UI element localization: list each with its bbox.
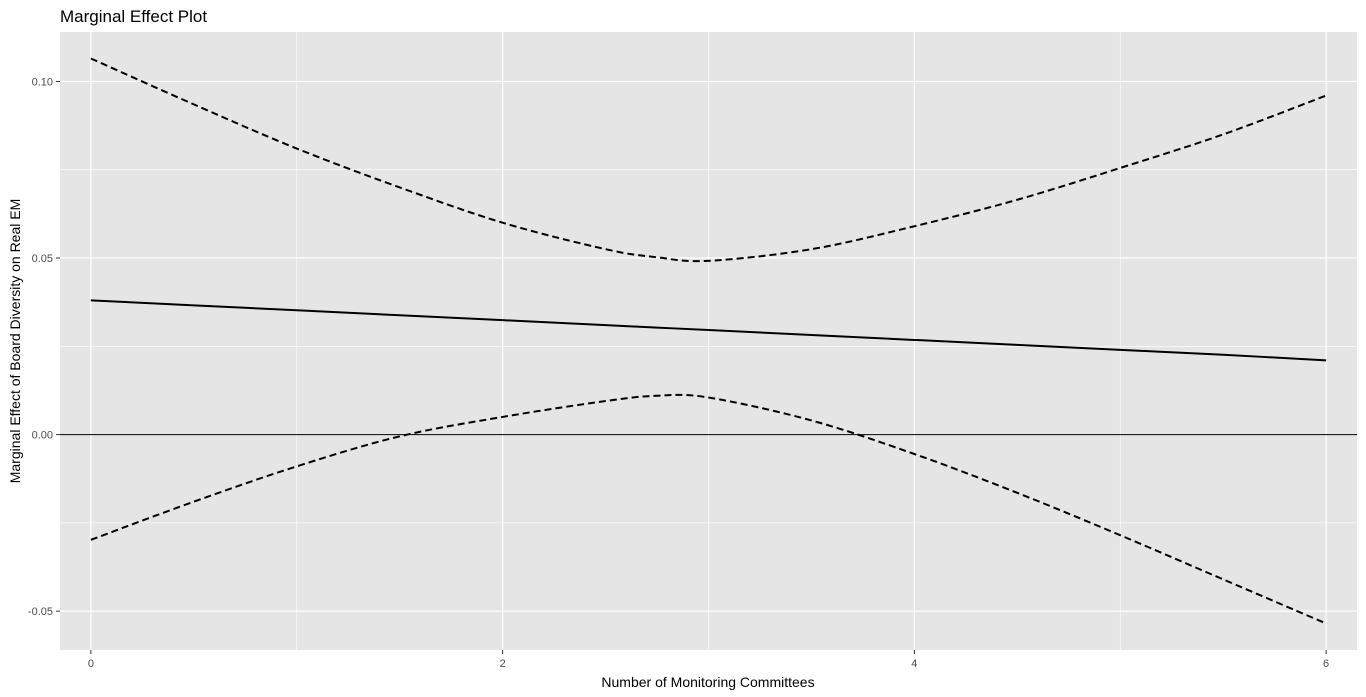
chart-title: Marginal Effect Plot (60, 7, 207, 26)
minor-gridlines (60, 32, 1357, 650)
x-axis-ticks: 0 2 4 6 (88, 650, 1329, 670)
y-tick-label: 0.10 (32, 76, 53, 88)
y-tick-label: 0.00 (32, 430, 53, 442)
confidence-bound-line-1 (90, 57, 1327, 263)
series-layer (90, 57, 1327, 625)
marginal-effect-line (90, 299, 1327, 362)
x-tick-label: 4 (911, 658, 917, 670)
x-tick-label: 0 (88, 658, 94, 670)
confidence-bound-line-2 (90, 393, 1327, 625)
y-tick-label: -0.05 (28, 606, 53, 618)
y-axis-label: Marginal Effect of Board Diversity on Re… (7, 199, 23, 484)
x-tick-label: 2 (500, 658, 506, 670)
y-axis-ticks: -0.05 0.00 0.05 0.10 (28, 76, 60, 618)
x-axis-label: Number of Monitoring Committees (601, 674, 814, 690)
x-tick-label: 6 (1323, 658, 1329, 670)
y-tick-label: 0.05 (32, 253, 53, 265)
